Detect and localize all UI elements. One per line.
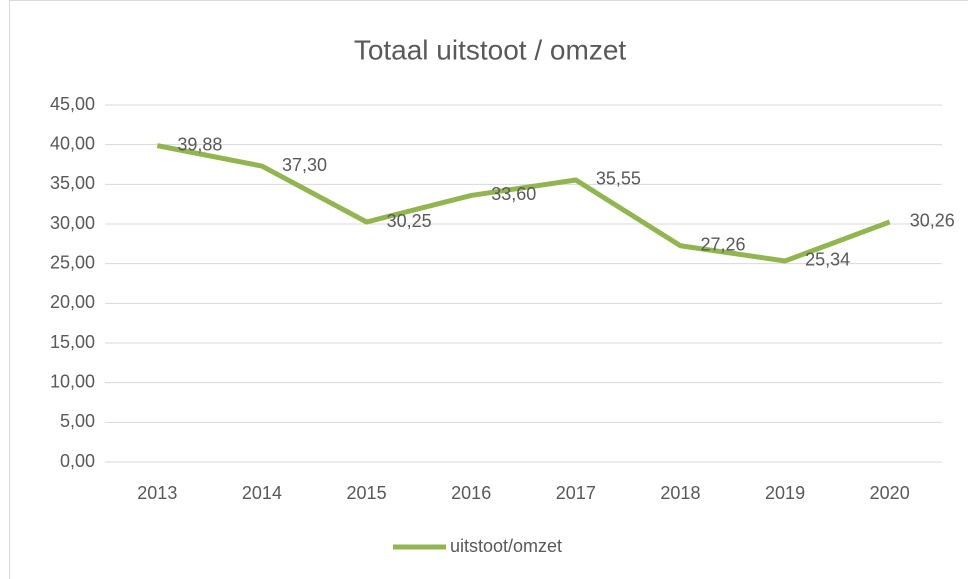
data-label: 30,25 [387,211,432,231]
data-label: 37,30 [282,155,327,175]
y-tick-label: 30,00 [50,213,95,233]
x-tick-label: 2013 [137,483,177,503]
data-label: 25,34 [805,250,850,270]
data-label: 30,26 [910,211,955,231]
data-label: 33,60 [491,184,536,204]
x-tick-label: 2018 [660,483,700,503]
x-tick-label: 2015 [347,483,387,503]
y-tick-label: 20,00 [50,292,95,312]
y-tick-label: 5,00 [60,411,95,431]
y-tick-label: 40,00 [50,133,95,153]
data-label: 39,88 [177,134,222,154]
y-tick-label: 45,00 [50,94,95,114]
y-tick-label: 0,00 [60,451,95,471]
x-tick-label: 2017 [556,483,596,503]
x-tick-label: 2020 [870,483,910,503]
x-tick-label: 2019 [765,483,805,503]
y-tick-label: 15,00 [50,332,95,352]
series-line [156,143,891,264]
y-tick-label: 25,00 [50,252,95,272]
data-label: 35,55 [596,169,641,189]
x-tick-label: 2014 [242,483,282,503]
y-tick-label: 10,00 [50,371,95,391]
y-tick-label: 35,00 [50,173,95,193]
legend-label: uitstoot/omzet [450,536,562,556]
x-tick-label: 2016 [451,483,491,503]
data-label: 27,26 [700,234,745,254]
chart-title: Totaal uitstoot / omzet [354,34,627,65]
chart-frame [9,0,968,579]
